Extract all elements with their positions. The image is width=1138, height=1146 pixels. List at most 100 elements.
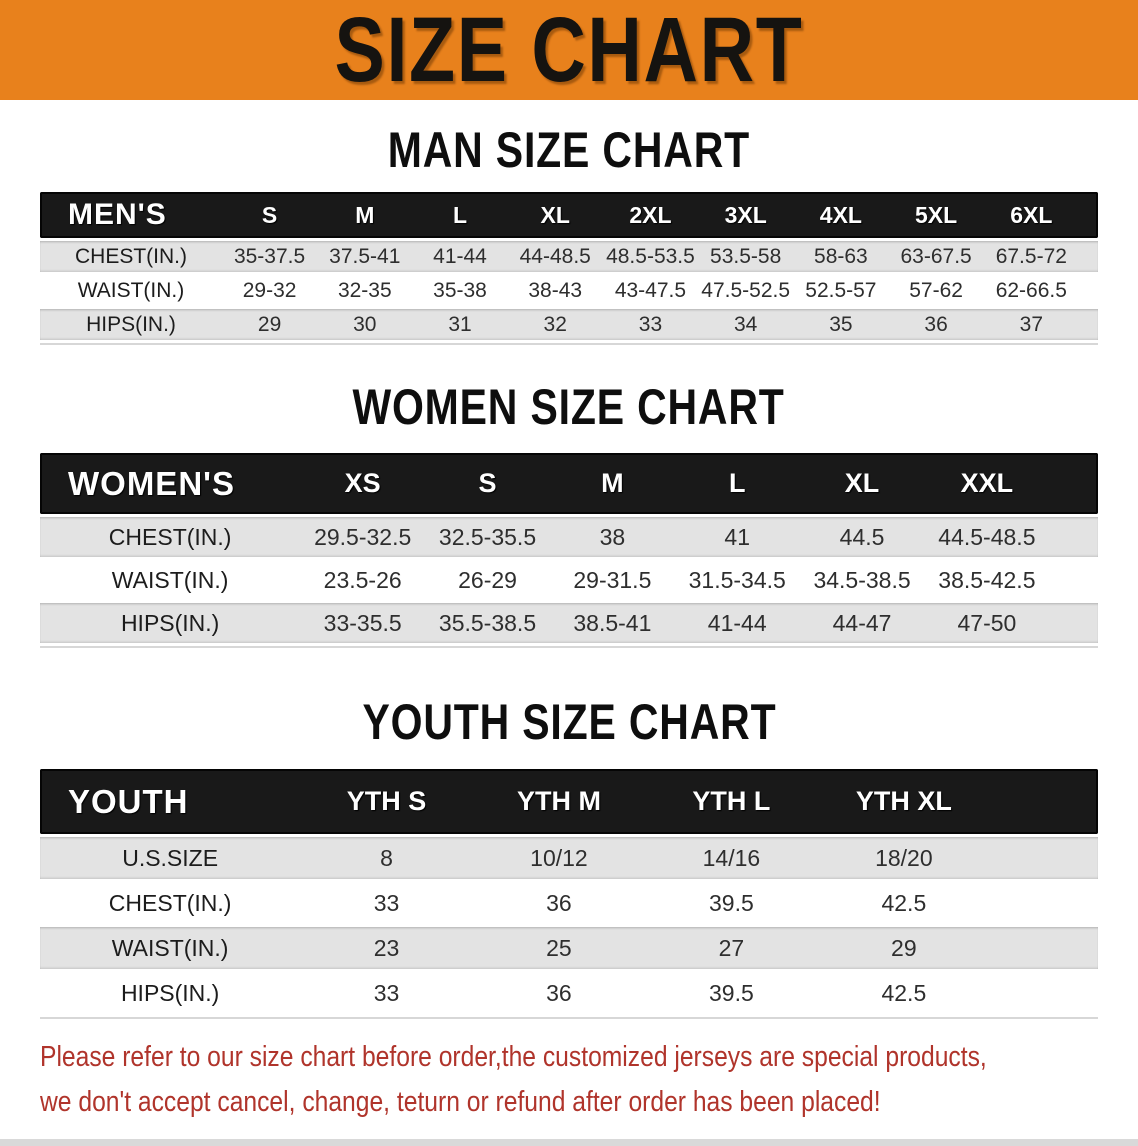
measurement-value: 29 xyxy=(891,934,917,961)
measurement-value: 37 xyxy=(1019,312,1043,336)
measurement-value: 41-44 xyxy=(433,244,487,268)
youth-table-title: YOUTH xyxy=(68,782,189,820)
measurement-value: 35-38 xyxy=(433,278,487,302)
measurement-value: 35-37.5 xyxy=(233,244,306,268)
measurement-value: 44.5 xyxy=(839,523,885,550)
measurement-value: 41 xyxy=(724,523,751,550)
measurement-value: 39.5 xyxy=(709,979,754,1006)
measurement-value: 14/16 xyxy=(702,844,761,871)
youth-waist-row: WAIST(IN.) 23 25 27 29 xyxy=(40,927,1098,969)
measurement-value: 33 xyxy=(373,889,400,916)
measurement-value: 44-47 xyxy=(832,609,892,636)
measurement-value: 25 xyxy=(546,934,572,961)
youth-table-header-row: YOUTH YTH S YTH M YTH L YTH XL xyxy=(40,769,1098,834)
size-column-header: XXL xyxy=(960,468,1014,498)
size-column-header: L xyxy=(728,468,746,498)
row-label: CHEST(IN.) xyxy=(108,523,232,550)
size-column-header: S xyxy=(478,468,497,498)
table-bottom-rule xyxy=(40,1017,1098,1019)
note-line-1: Please refer to our size chart before or… xyxy=(40,1041,987,1073)
banner-title: SIZE CHART xyxy=(334,0,804,101)
measurement-value: 29-32 xyxy=(242,278,297,302)
size-column-header: L xyxy=(452,201,468,228)
youth-chest-row: CHEST(IN.) 33 36 39.5 42.5 xyxy=(40,882,1098,924)
women-table-title: WOMEN'S xyxy=(68,464,236,502)
size-chart-banner: SIZE CHART xyxy=(0,0,1138,100)
row-label: CHEST(IN.) xyxy=(74,244,187,268)
measurement-value: 30 xyxy=(353,312,377,336)
measurement-value: 29 xyxy=(257,312,282,336)
measurement-value: 31 xyxy=(448,312,472,336)
measurement-value: 43-47.5 xyxy=(614,278,687,302)
size-column-header: YTH L xyxy=(692,786,771,816)
size-column-header: XL xyxy=(540,201,570,228)
measurement-value: 67.5-72 xyxy=(995,244,1067,268)
measurement-value: 38.5-42.5 xyxy=(938,566,1036,593)
size-column-header: 4XL xyxy=(819,201,862,228)
measurement-value: 35 xyxy=(829,312,853,336)
youth-size-table: YOUTH YTH S YTH M YTH L YTH XL U.S.SIZE … xyxy=(40,769,1098,1019)
women-waist-row: WAIST(IN.) 23.5-26 26-29 29-31.5 31.5-34… xyxy=(40,560,1098,600)
row-label: HIPS(IN.) xyxy=(120,609,220,636)
page-content: MAN SIZE CHART MEN'S S M L XL 2XL 3XL 4X… xyxy=(0,124,1138,1125)
size-column-header: YTH S xyxy=(346,786,427,816)
measurement-value: 32.5-35.5 xyxy=(438,523,537,550)
row-label: U.S.SIZE xyxy=(122,844,219,871)
size-column-header: 3XL xyxy=(724,201,767,228)
size-column-header: 2XL xyxy=(629,201,672,228)
measurement-value: 33 xyxy=(373,979,400,1006)
men-waist-row: WAIST(IN.) 29-32 32-35 35-38 38-43 43-47… xyxy=(40,275,1098,306)
measurement-value: 29.5-32.5 xyxy=(314,523,412,550)
measurement-value: 48.5-53.5 xyxy=(606,244,695,268)
women-table-header-row: WOMEN'S XS S M L XL XXL xyxy=(40,453,1098,514)
measurement-value: 32 xyxy=(543,312,567,336)
men-size-table: MEN'S S M L XL 2XL 3XL 4XL 5XL 6XL CHEST… xyxy=(40,192,1098,345)
size-column-header: XL xyxy=(844,468,880,498)
measurement-value: 38-43 xyxy=(528,278,583,302)
measurement-value: 27 xyxy=(718,934,745,961)
measurement-value: 44.5-48.5 xyxy=(938,523,1036,550)
women-size-table: WOMEN'S XS S M L XL XXL CHEST(IN.) 29.5-… xyxy=(40,453,1098,648)
measurement-value: 34 xyxy=(733,312,758,336)
size-column-header: M xyxy=(601,468,624,498)
measurement-value: 42.5 xyxy=(881,889,927,916)
row-label: WAIST(IN.) xyxy=(77,278,185,302)
measurement-value: 31.5-34.5 xyxy=(688,566,786,593)
measurement-value: 57-62 xyxy=(909,278,963,302)
bottom-edge-strip xyxy=(0,1139,1138,1146)
women-heading-text: WOMEN SIZE CHART xyxy=(352,379,786,435)
measurement-value: 37.5-41 xyxy=(329,244,401,268)
youth-heading-text: YOUTH SIZE CHART xyxy=(361,694,777,750)
men-table-header-row: MEN'S S M L XL 2XL 3XL 4XL 5XL 6XL xyxy=(40,192,1098,238)
size-column-header: 6XL xyxy=(1010,201,1053,228)
men-table-title: MEN'S xyxy=(68,198,167,231)
youth-hips-row: HIPS(IN.) 33 36 39.5 42.5 xyxy=(40,972,1098,1014)
measurement-value: 35.5-38.5 xyxy=(438,609,537,636)
youth-section-heading: YOUTH SIZE CHART xyxy=(40,696,1098,748)
measurement-value: 8 xyxy=(380,844,393,871)
measurement-value: 47-50 xyxy=(957,609,1017,636)
measurement-value: 29-31.5 xyxy=(573,566,652,593)
measurement-value: 63-67.5 xyxy=(900,244,972,268)
row-label: WAIST(IN.) xyxy=(111,566,229,593)
measurement-value: 36 xyxy=(546,979,572,1006)
youth-ussize-row: U.S.SIZE 8 10/12 14/16 18/20 xyxy=(40,837,1098,879)
measurement-value: 39.5 xyxy=(709,889,754,916)
measurement-value: 53.5-58 xyxy=(710,244,782,268)
measurement-value: 41-44 xyxy=(707,609,767,636)
row-label: HIPS(IN.) xyxy=(120,979,220,1006)
note-line-2: we don't accept cancel, change, teturn o… xyxy=(40,1086,881,1118)
table-bottom-rule xyxy=(40,646,1098,648)
measurement-value: 10/12 xyxy=(530,844,588,871)
measurement-value: 44-48.5 xyxy=(519,244,591,268)
measurement-value: 38.5-41 xyxy=(573,609,652,636)
men-hips-row: HIPS(IN.) 29 30 31 32 33 34 35 36 37 xyxy=(40,309,1098,340)
measurement-value: 36 xyxy=(924,312,948,336)
measurement-value: 58-63 xyxy=(814,244,868,268)
size-column-header: S xyxy=(261,201,278,228)
size-column-header: XS xyxy=(344,468,381,498)
size-column-header: 5XL xyxy=(915,201,958,228)
measurement-value: 47.5-52.5 xyxy=(701,278,791,302)
measurement-value: 52.5-57 xyxy=(805,278,877,302)
men-section-heading: MAN SIZE CHART xyxy=(40,124,1098,176)
